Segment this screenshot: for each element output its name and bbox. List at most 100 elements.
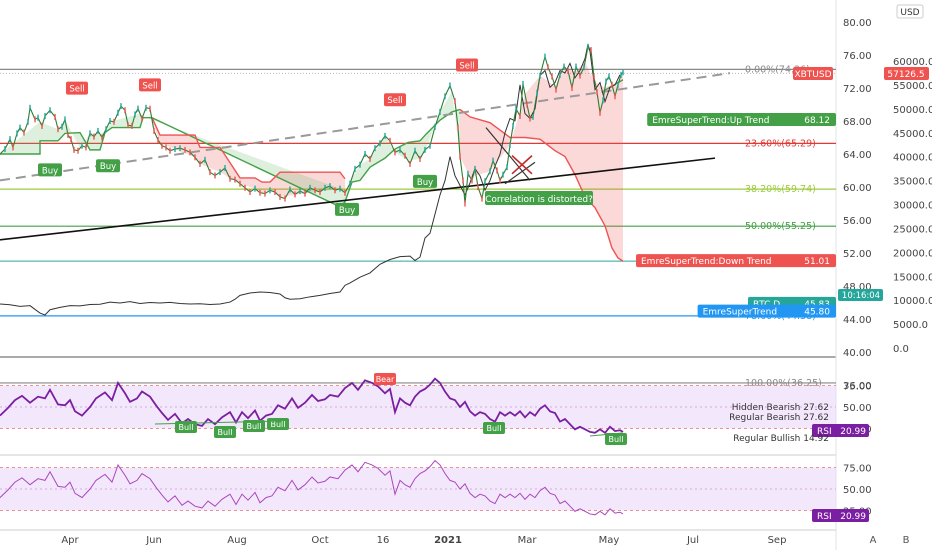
rsi-value-name: RSI [817,427,832,437]
buy-signal-label: Buy [38,163,62,177]
sell-signal-text: Sell [69,85,84,95]
bear-label-box [374,373,396,385]
indicator-value-tag: EmreSuperTrend:Up Trend 68.12 [647,113,836,127]
rsi-legend-entry: Regular Bearish 27.62 [729,413,829,423]
buy-signal-text: Buy [42,166,58,176]
time-axis-label: Mar [518,535,538,546]
left-axis-tick: 48.00 [843,282,872,293]
divergence-line [589,432,623,437]
countdown-text: 10:16:04 [842,291,880,301]
time-axis-label: Oct [311,535,328,546]
buy-signal-label: Buy [413,174,437,188]
buy-signal-label: Buy [335,202,359,216]
right-axis-tick: 60000.0 [893,57,932,68]
rsi-value-tag: RSI 20.99 [812,509,869,522]
sell-signal-box [384,93,406,107]
left-axis-tick: 60.00 [843,183,872,194]
bull-label: Bull [243,420,265,432]
indicator-value-tag-value: 68.12 [804,116,830,126]
rsi-legend-entry: Hidden Bearish 27.62 [732,403,829,413]
rsi-value-tag: RSI 20.99 [812,424,869,437]
sell-signal-box [66,81,88,95]
rsi-axis-tick: 75.00 [843,382,872,393]
buy-signal-text: Buy [417,178,433,188]
bull-label: Bull [214,426,236,438]
right-axis-tick: 35000.0 [893,177,932,188]
time-axis-label: Jul [686,535,699,546]
fib-level-label: 38.20%(59.74) [745,184,816,195]
indicator-value-tag-text: EmreSuperTrend:Down Trend [641,257,772,267]
left-axis-tick: 40.00 [843,348,872,359]
indicator-value-tag-box [647,113,836,127]
correlation-annotation: Correlation is distorted? [485,191,593,205]
annotation-box [485,191,593,205]
rsi-axis-tick: 50.00 [843,403,872,414]
countdown-tag: 10:16:04 [838,289,883,301]
bull-label: Bull [267,418,289,430]
scale-button: A [870,535,877,546]
sell-signal-box [456,58,478,72]
right-axis-tick: 25000.0 [893,224,932,235]
buy-signal-box [38,163,62,177]
indicator-value-tag-text: EmreSuperTrend [703,308,778,318]
indicator-value-tag: EmreSuperTrend 45.80 [697,304,836,318]
bull-label-text: Bull [246,422,261,431]
left-axis-tick: 52.00 [843,249,872,260]
sell-signal-box [139,78,161,92]
indicator-value-tag: EmreSuperTrend:Down Trend 51.01 [636,254,836,267]
time-axis-label: Apr [61,535,79,546]
rsi-line [0,459,624,516]
symbol-badge: XBTUSD [793,67,833,80]
left-axis-tick: 44.00 [843,315,872,326]
right-axis-tick: 55000.0 [893,81,932,92]
time-axis-label: 2021 [434,535,462,546]
symbol-price-text: 57126.5 [887,70,924,80]
bull-label-text: Bull [178,423,193,432]
buy-signal-text: Buy [100,162,116,172]
black-trendline[interactable] [0,157,716,241]
time-axis-label: May [599,535,620,546]
sell-signal-label: Sell [66,81,88,95]
rsi-value-box [812,509,869,522]
right-axis-tick: 40000.0 [893,153,932,164]
left-axis-tick: 72.00 [843,84,872,95]
supertrend-down-fill [152,117,345,197]
rsi-line [0,377,624,435]
left-axis-tick: 56.00 [843,216,872,227]
right-axis-tick: 10000.0 [893,296,932,307]
fib-level-label: 0.00%(74.26) [745,64,810,75]
currency-button-box[interactable] [896,4,924,19]
bull-label-text: Bull [608,435,623,444]
currency-button[interactable]: USD [896,4,924,19]
bull-label-text: Bull [486,424,501,433]
buy-signal-box [413,174,437,188]
fib-level-label: 50.00%(55.25) [745,221,816,232]
symbol-price-box [884,67,929,80]
bull-label-box [214,426,236,438]
rsi-value-text: 20.99 [840,427,866,437]
right-axis-tick: 30000.0 [893,201,932,212]
btc-price-line [0,44,621,316]
sell-signal-label: Sell [384,93,406,107]
bull-label-text: Bull [270,420,285,429]
sell-signal-label: Sell [139,78,161,92]
right-axis-tick: 15000.0 [893,272,932,283]
buy-signal-box [96,159,120,173]
symbol-price-tag: 57126.5 [884,67,929,80]
cross-line [504,161,536,185]
fib-level-label: 23.60%(65.29) [745,138,816,149]
rsi-axis-tick: 75.00 [843,464,872,475]
symbol-badge-text: XBTUSD [794,70,831,80]
supertrend-up-fill [0,91,460,207]
left-axis-tick: 68.00 [843,117,872,128]
time-axis-label: 16 [377,535,390,546]
time-axis-label: Sep [768,535,787,546]
supertrend-down-line [459,108,624,262]
right-axis-tick: 50000.0 [893,105,932,116]
left-axis-tick: 64.00 [843,150,872,161]
bull-label-box [483,422,505,434]
sell-signal-label: Sell [456,58,478,72]
bear-label: Bear [374,373,396,385]
right-axis-tick: 5000.0 [893,320,928,331]
